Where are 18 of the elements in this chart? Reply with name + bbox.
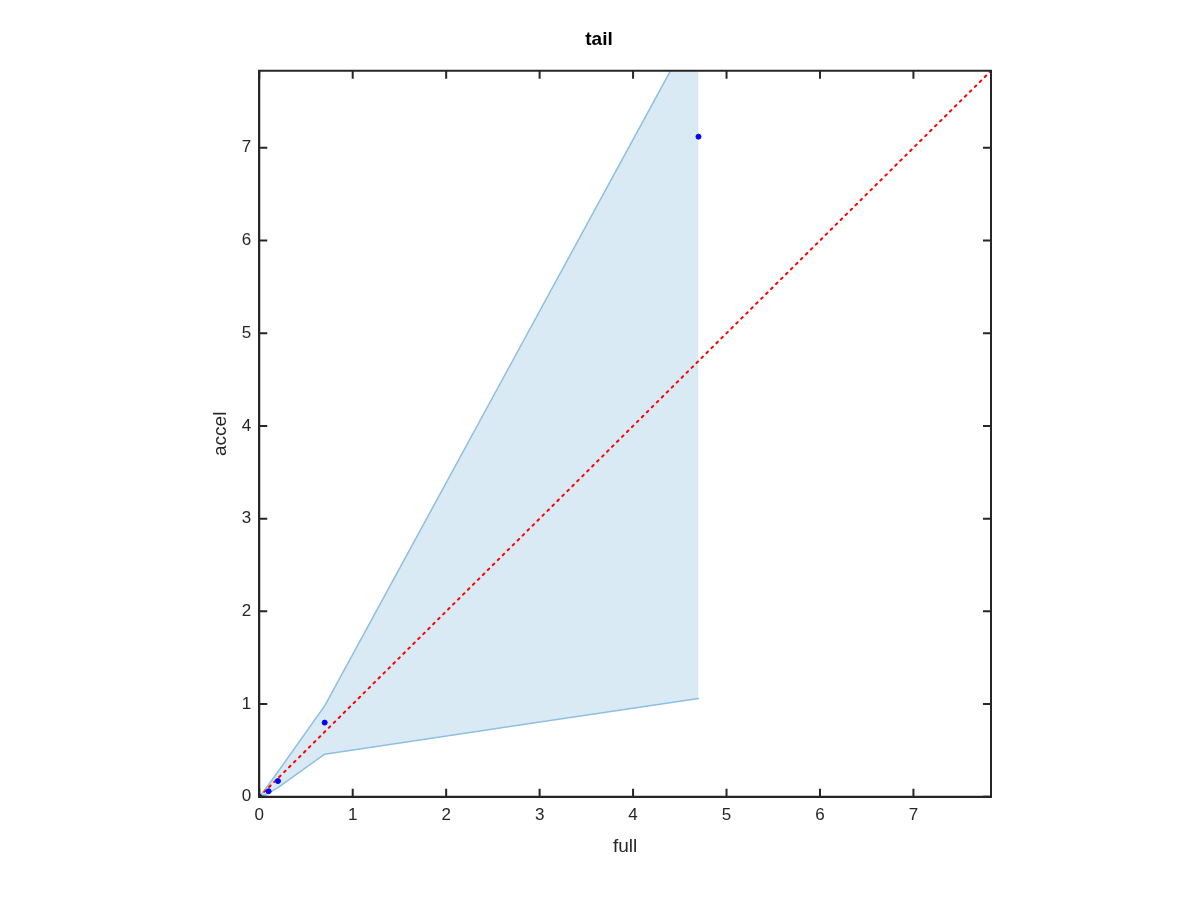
- x-tick-label: 7: [908, 804, 919, 824]
- chart-title: tail: [585, 27, 613, 49]
- x-tick-label: 6: [815, 804, 825, 824]
- x-tick-label: 4: [628, 804, 638, 824]
- y-tick-label: 5: [241, 322, 252, 342]
- y-tick-label: 3: [241, 508, 252, 528]
- y-tick-label: 6: [241, 230, 252, 250]
- y-tick-label: 0: [241, 786, 252, 806]
- y-tick-label: 2: [241, 601, 252, 621]
- x-tick-label: 2: [441, 804, 451, 824]
- y-tick-label: 1: [241, 693, 252, 713]
- y-axis-title: accel: [208, 411, 230, 456]
- x-tick-label: 3: [534, 804, 545, 824]
- x-axis-title: full: [612, 834, 638, 856]
- y-tick-label: 4: [241, 415, 252, 435]
- x-tick-label: 1: [347, 804, 358, 824]
- y-tick-label: 7: [241, 137, 252, 157]
- x-tick-label: 5: [721, 804, 732, 824]
